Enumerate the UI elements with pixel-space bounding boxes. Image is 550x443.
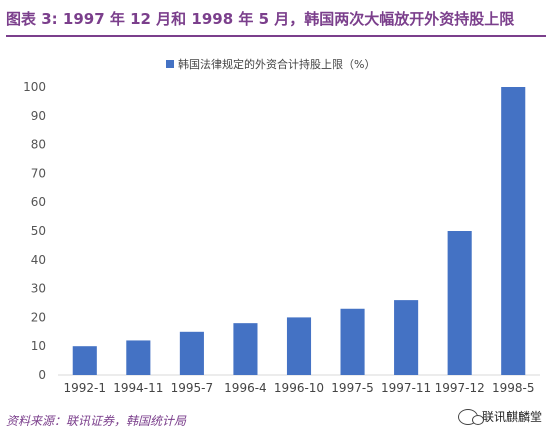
legend-swatch bbox=[166, 60, 174, 68]
bar bbox=[501, 87, 526, 375]
y-tick-label: 20 bbox=[31, 310, 46, 324]
bar bbox=[179, 331, 204, 375]
y-tick-label: 0 bbox=[38, 368, 46, 382]
bar bbox=[126, 340, 151, 375]
x-tick-label: 1997-12 bbox=[435, 381, 485, 395]
source-note: 资料来源：联讯证券，韩国统计局 bbox=[6, 414, 187, 428]
watermark-text: 联讯麒麟堂 bbox=[481, 410, 542, 424]
x-tick-label: 1998-5 bbox=[492, 381, 535, 395]
bar bbox=[447, 231, 472, 375]
bar-chart: 韩国法律规定的外资合计持股上限（%） 0 10 20 30 40 50 60 70 80 90 100… bbox=[23, 57, 540, 395]
chat-bubble-icon bbox=[457, 408, 484, 425]
x-tick-label: 1996-4 bbox=[224, 381, 267, 395]
y-tick-label: 70 bbox=[31, 166, 46, 180]
bar bbox=[72, 346, 97, 375]
y-tick-label: 60 bbox=[31, 195, 46, 209]
x-tick-label: 1994-11 bbox=[113, 381, 163, 395]
bar bbox=[286, 317, 312, 375]
chart-title: 图表 3: 1997 年 12 月和 1998 年 5 月，韩国两次大幅放开外资… bbox=[6, 10, 515, 28]
y-tick-label: 50 bbox=[31, 224, 46, 238]
bar bbox=[394, 300, 419, 375]
x-tick-label: 1997-11 bbox=[381, 381, 431, 395]
x-tick-label: 1995-7 bbox=[171, 381, 214, 395]
bar bbox=[340, 308, 365, 375]
y-tick-label: 90 bbox=[31, 109, 46, 123]
x-tick-label: 1997-5 bbox=[331, 381, 374, 395]
x-tick-label: 1996-10 bbox=[274, 381, 324, 395]
y-tick-label: 30 bbox=[31, 282, 46, 296]
watermark: 联讯麒麟堂 bbox=[457, 408, 542, 425]
title-divider bbox=[6, 35, 546, 37]
y-tick-label: 10 bbox=[31, 339, 46, 353]
bar bbox=[233, 323, 258, 375]
x-tick-label: 1992-1 bbox=[64, 381, 107, 395]
y-tick-label: 100 bbox=[23, 80, 46, 94]
y-tick-label: 40 bbox=[31, 253, 46, 267]
legend-label: 韩国法律规定的外资合计持股上限（%） bbox=[178, 57, 375, 71]
y-tick-label: 80 bbox=[31, 138, 46, 152]
